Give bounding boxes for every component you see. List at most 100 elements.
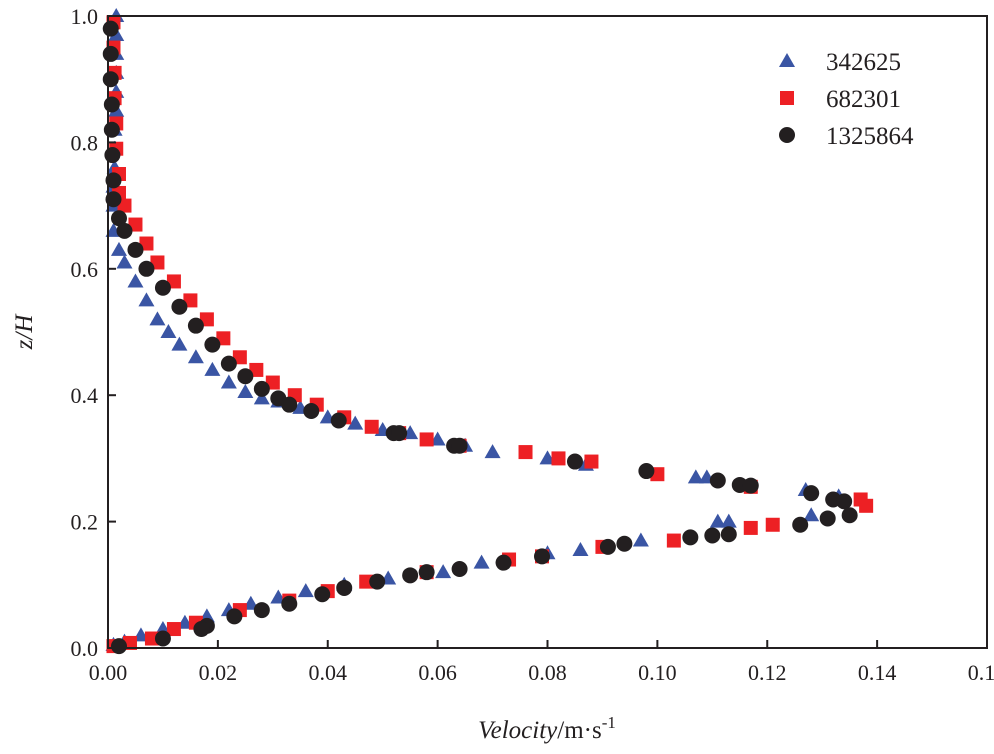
- circle-point: [303, 403, 319, 419]
- triangle-point: [116, 254, 132, 268]
- circle-point: [369, 574, 385, 590]
- circle-point: [452, 438, 468, 454]
- y-tick-label: 1.0: [71, 4, 99, 29]
- triangle-point: [171, 337, 187, 351]
- square-point: [667, 534, 681, 548]
- circle-point: [204, 337, 220, 353]
- series-682301: [106, 15, 873, 653]
- square-point: [766, 518, 780, 532]
- x-axis-label: Velocity/m·s-1: [478, 713, 616, 744]
- legend-label: 342625: [826, 49, 901, 76]
- x-axis-label-exponent: -1: [602, 713, 616, 732]
- circle-point: [402, 567, 418, 583]
- y-tick-label: 0.0: [71, 636, 99, 661]
- square-point: [584, 455, 598, 469]
- circle-point: [331, 412, 347, 428]
- triangle-point: [138, 292, 154, 306]
- circle-point: [221, 356, 237, 372]
- square-point: [551, 451, 565, 465]
- y-tick-label: 0.8: [71, 130, 99, 155]
- circle-point: [254, 381, 270, 397]
- triangle-point: [633, 533, 649, 547]
- y-tick-label: 0.4: [71, 383, 99, 408]
- circle-point: [419, 564, 435, 580]
- square-point: [420, 432, 434, 446]
- x-axis-label-unit: /m·s: [557, 717, 601, 744]
- x-tick-label: 0.02: [199, 660, 238, 685]
- circle-point: [803, 485, 819, 501]
- square-point: [859, 499, 873, 513]
- square-point: [744, 521, 758, 535]
- circle-point: [336, 580, 352, 596]
- circle-point: [682, 529, 698, 545]
- legend-triangle-icon: [779, 53, 795, 67]
- x-tick-label: 0.06: [418, 660, 457, 685]
- circle-point: [534, 548, 550, 564]
- circle-point: [567, 454, 583, 470]
- legend-circle-icon: [779, 127, 795, 143]
- circle-point: [103, 71, 119, 87]
- triangle-point: [474, 555, 490, 569]
- legend: 342625 682301 1325864: [779, 49, 914, 150]
- circle-point: [616, 536, 632, 552]
- circle-point: [254, 602, 270, 618]
- y-tick-label: 0.2: [71, 510, 99, 535]
- circle-point: [103, 21, 119, 37]
- circle-point: [638, 463, 654, 479]
- triangle-point: [298, 583, 314, 597]
- triangle-point: [204, 362, 220, 376]
- circle-point: [452, 561, 468, 577]
- circle-point: [721, 526, 737, 542]
- circle-point: [193, 621, 209, 637]
- x-tick-label: 0.04: [309, 660, 348, 685]
- triangle-point: [160, 324, 176, 338]
- triangle-point: [435, 564, 451, 578]
- series-342625: [105, 8, 846, 651]
- triangle-point: [221, 375, 237, 389]
- legend-square-icon: [780, 91, 794, 105]
- x-tick-label: 0.16: [968, 660, 994, 685]
- data-marks: [103, 8, 873, 654]
- circle-point: [820, 510, 836, 526]
- triangle-point: [572, 542, 588, 556]
- triangle-point: [188, 349, 204, 363]
- square-point: [519, 445, 533, 459]
- circle-point: [836, 493, 852, 509]
- circle-point: [496, 555, 512, 571]
- legend-item: 682301: [780, 86, 901, 113]
- x-tick-label: 0.14: [858, 660, 897, 685]
- circle-point: [314, 586, 330, 602]
- x-tick-label: 0.00: [89, 660, 128, 685]
- circle-point: [104, 147, 120, 163]
- circle-point: [188, 318, 204, 334]
- circle-point: [281, 397, 297, 413]
- circle-point: [171, 299, 187, 315]
- circle-point: [842, 507, 858, 523]
- square-point: [365, 420, 379, 434]
- circle-point: [103, 46, 119, 62]
- y-tick-label: 0.6: [71, 257, 99, 282]
- circle-point: [391, 425, 407, 441]
- x-axis-label-italic: Velocity: [478, 717, 558, 744]
- circle-point: [704, 528, 720, 544]
- legend-item: 342625: [779, 49, 901, 76]
- y-axis-label: z/H: [11, 313, 38, 351]
- circle-point: [104, 96, 120, 112]
- circle-point: [127, 242, 143, 258]
- circle-point: [111, 638, 127, 654]
- legend-label: 1325864: [826, 123, 914, 150]
- triangle-point: [111, 242, 127, 256]
- circle-point: [226, 608, 242, 624]
- triangle-point: [149, 311, 165, 325]
- circle-point: [710, 473, 726, 489]
- circle-point: [116, 223, 132, 239]
- legend-label: 682301: [826, 86, 901, 113]
- circle-point: [600, 539, 616, 555]
- circle-point: [138, 261, 154, 277]
- circle-point: [792, 517, 808, 533]
- circle-point: [743, 478, 759, 494]
- x-tick-label: 0.12: [748, 660, 787, 685]
- circle-point: [155, 631, 171, 647]
- triangle-point: [127, 273, 143, 287]
